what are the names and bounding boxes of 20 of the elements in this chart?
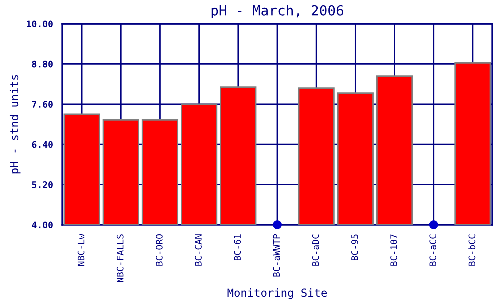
y-tick-label: 6.40 <box>32 141 53 148</box>
x-tick-label: BC-aCC <box>430 234 437 266</box>
x-tick-label: NBC-Lw <box>78 234 85 266</box>
x-tick-label: BC-CAN <box>195 234 202 266</box>
x-tick-label: NBC-FALLS <box>116 234 124 282</box>
y-tick-label: 7.60 <box>32 101 53 108</box>
y-axis-title: pH - stnd units <box>10 75 21 174</box>
x-tick-label: BC-aWWTP <box>273 234 280 277</box>
x-tick-label: BC-ORO <box>156 234 163 266</box>
x-tick-label: BC-107 <box>390 234 398 266</box>
y-tick-label: 5.20 <box>32 182 53 188</box>
x-tick-label: BC-95 <box>351 234 358 260</box>
x-tick-label: BC-aDC <box>312 234 320 266</box>
x-tick-label: BC-61 <box>234 234 242 260</box>
y-tick-label: 4.00 <box>32 222 53 229</box>
x-tick-label: BC-bCC <box>468 234 476 266</box>
y-tick-label: 10.00 <box>27 20 53 28</box>
x-axis-title: Monitoring Site <box>228 288 328 300</box>
y-tick-label: 8.80 <box>32 60 53 68</box>
chart-title: pH - March, 2006 <box>212 5 344 19</box>
